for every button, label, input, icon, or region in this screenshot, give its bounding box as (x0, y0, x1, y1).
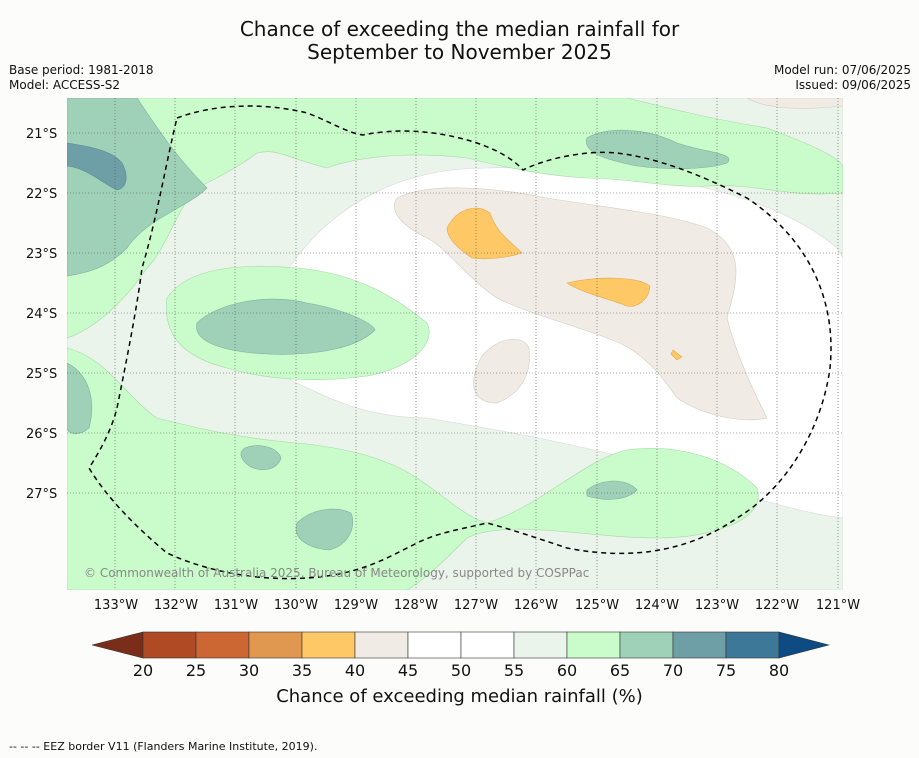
issued-date: Issued: 09/06/2025 (795, 78, 911, 92)
lon-label-128w: 128°W (393, 598, 439, 613)
lon-label-126w: 126°W (513, 598, 559, 613)
colorbar-cell (619, 631, 674, 659)
contour-35-40-a (446, 207, 523, 260)
colorbar (91, 631, 830, 659)
rainfall-map (67, 98, 843, 590)
contour-65-70-s2 (295, 508, 353, 551)
colorbar-tick-label: 20 (132, 661, 154, 680)
colorbar-cell (513, 631, 568, 659)
colorbar-cell (195, 631, 250, 659)
lon-label-127w: 127°W (453, 598, 499, 613)
colorbar-cell (248, 631, 303, 659)
lon-label-129w: 129°W (333, 598, 379, 613)
lon-label-131w: 131°W (213, 598, 259, 613)
colorbar-cell (142, 631, 197, 659)
model-run: Model run: 07/06/2025 (773, 63, 911, 77)
eez-legend-note: -- -- -- EEZ border V11 (Flanders Marine… (9, 740, 318, 753)
contour-40-45-small (473, 338, 530, 404)
title-line-2: September to November 2025 (307, 40, 612, 64)
title-line-1: Chance of exceeding the median rainfall … (239, 17, 680, 41)
lat-label-24s: 24°S (26, 307, 58, 322)
lat-label-21s: 21°S (26, 127, 58, 142)
lon-label-130w: 130°W (273, 598, 319, 613)
map-title: Chance of exceeding the median rainfall … (0, 18, 919, 64)
colorbar-cell (672, 631, 727, 659)
colorbar-extend-high (778, 631, 830, 659)
lon-label-133w: 133°W (93, 598, 139, 613)
colorbar-tick-label: 60 (556, 661, 578, 680)
colorbar-extend-low (91, 631, 144, 659)
colorbar-cell (725, 631, 780, 659)
colorbar-tick-label: 70 (662, 661, 684, 680)
lon-label-122w: 122°W (754, 598, 800, 613)
colorbar-cell (354, 631, 409, 659)
lon-label-125w: 125°W (574, 598, 620, 613)
lat-label-23s: 23°S (26, 247, 58, 262)
colorbar-cell (460, 631, 515, 659)
base-period: Base period: 1981-2018 (9, 63, 154, 77)
contour-65-70-s3 (586, 480, 638, 500)
eez-border (88, 105, 832, 580)
colorbar-tick-label: 50 (450, 661, 472, 680)
colorbar-tick-label: 75 (715, 661, 737, 680)
graticule (67, 98, 843, 590)
colorbar-tick-label: 45 (397, 661, 419, 680)
meta-left: Base period: 1981-2018 Model: ACCESS-S2 (9, 63, 154, 93)
meta-right: Model run: 07/06/2025 Issued: 09/06/2025 (774, 63, 911, 93)
colorbar-tick-label: 65 (609, 661, 631, 680)
lon-label-132w: 132°W (153, 598, 199, 613)
lat-label-27s: 27°S (26, 487, 58, 502)
contour-65-70-ne (586, 129, 730, 169)
colorbar-cell (301, 631, 356, 659)
lat-label-22s: 22°S (26, 187, 58, 202)
colorbar-tick-label: 25 (185, 661, 207, 680)
colorbar-label: Chance of exceeding median rainfall (%) (276, 686, 643, 707)
colorbar-cell (566, 631, 621, 659)
colorbar-tick-label: 30 (238, 661, 260, 680)
colorbar-cell (407, 631, 462, 659)
model-name: Model: ACCESS-S2 (9, 78, 121, 92)
lat-label-25s: 25°S (26, 367, 58, 382)
lon-label-123w: 123°W (694, 598, 740, 613)
lon-label-124w: 124°W (634, 598, 680, 613)
lon-label-121w: 121°W (815, 598, 861, 613)
contour-65-70-sw (67, 362, 93, 435)
contour-60-65-south (67, 347, 759, 590)
contour-40-45-corner (746, 98, 843, 109)
contour-70-75-nw (67, 142, 127, 191)
copyright-notice: © Commonwealth of Australia 2025, Bureau… (84, 566, 590, 580)
contour-35-40-b (566, 277, 651, 307)
colorbar-tick-label: 55 (503, 661, 525, 680)
colorbar-tick-label: 40 (344, 661, 366, 680)
contour-65-70-s1 (240, 445, 282, 471)
lat-label-26s: 26°S (26, 427, 58, 442)
colorbar-tick-label: 80 (768, 661, 790, 680)
contour-35-40-c (670, 349, 683, 361)
colorbar-tick-label: 35 (291, 661, 313, 680)
